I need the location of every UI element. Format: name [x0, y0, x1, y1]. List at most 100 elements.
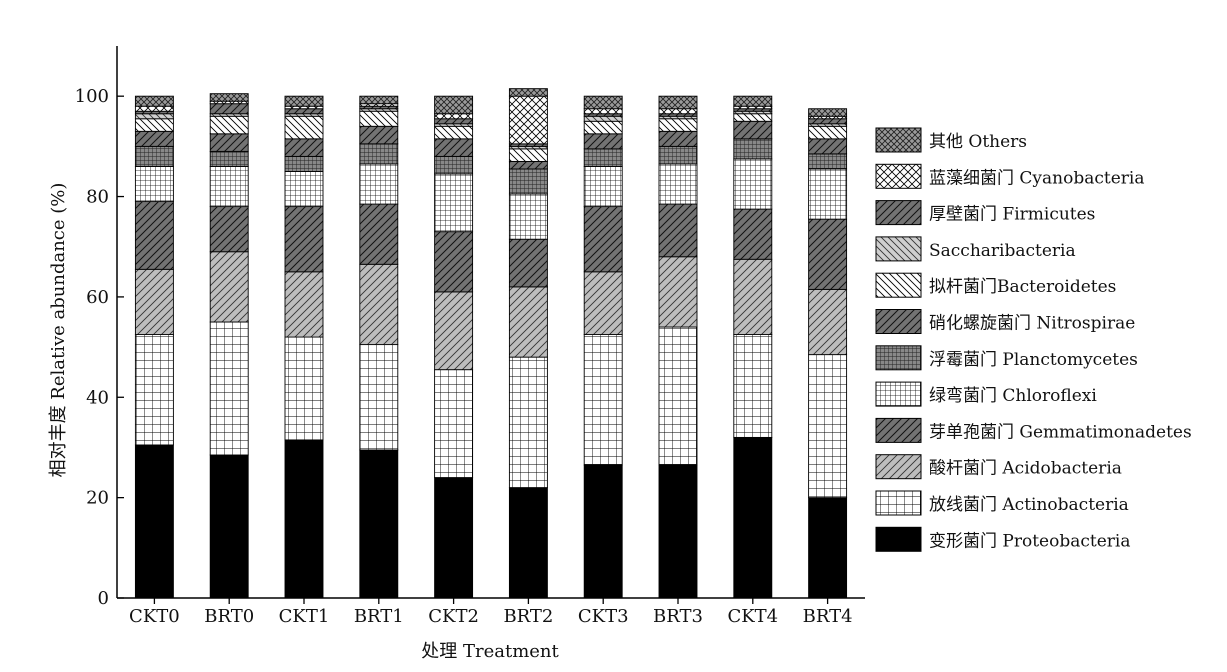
- bar-segment: [808, 108, 848, 117]
- bar-segment: [359, 95, 399, 105]
- bar-segment: [658, 95, 698, 110]
- bar-segment: [658, 118, 698, 132]
- x-tick-label: CKT4: [727, 606, 778, 627]
- bar-segment: [434, 118, 474, 125]
- bar-segment: [284, 108, 324, 115]
- bar-segment: [134, 113, 174, 120]
- y-ticks: 0 20 40 60 80 100: [75, 86, 124, 609]
- bar-segment: [658, 145, 698, 165]
- bar-segment: [434, 173, 474, 233]
- bar-segment: [733, 95, 773, 107]
- legend-label: 硝化螺旋菌门 Nitrospirae: [929, 314, 1135, 334]
- bar-segment: [134, 145, 174, 167]
- bar-segment: [583, 115, 623, 122]
- bar-segment: [508, 238, 548, 288]
- bar-segment: [658, 108, 698, 115]
- legend-swatch: [875, 381, 922, 407]
- bar-segment: [583, 108, 623, 115]
- legend-label: 浮霉菌门 Planctomycetes: [929, 350, 1138, 370]
- bar-segment: [434, 95, 474, 115]
- bar-segment: [134, 444, 174, 599]
- bar-segment: [508, 193, 548, 240]
- x-tick-label: BRT4: [803, 606, 853, 627]
- bar-segment: [134, 118, 174, 132]
- bar-segment: [134, 334, 174, 446]
- x-ticks: CKT0 BRT0 CKT1 BRT1 CKT2 BRT2 CKT3 BRT3 CKT4 BRT4: [129, 598, 853, 627]
- legend-swatch: [875, 236, 922, 262]
- bar-segment: [508, 148, 548, 162]
- legend-swatch: [875, 345, 922, 371]
- bar-segment: [434, 369, 474, 479]
- y-axis-label: 相对丰度 Relative abundance (%): [48, 183, 69, 478]
- x-tick-label: BRT0: [204, 606, 254, 627]
- bar-segment: [508, 168, 548, 195]
- bar-segment: [658, 130, 698, 147]
- bar-segment: [359, 110, 399, 127]
- bar-segment: [434, 291, 474, 371]
- bar-segment: [134, 130, 174, 147]
- bar-segment: [209, 103, 249, 115]
- bar-segment: [733, 258, 773, 335]
- bar-segment: [583, 133, 623, 150]
- bar-segment: [434, 477, 474, 599]
- legend-swatch: [875, 309, 922, 334]
- bar-segment: [583, 464, 623, 599]
- bar-segment: [209, 251, 249, 323]
- bar-segment: [808, 118, 848, 125]
- x-tick-label: BRT1: [354, 606, 404, 627]
- x-tick-label: BRT2: [503, 606, 553, 627]
- y-tick-label: 0: [98, 588, 109, 609]
- legend-label: 变形菌门 Proteobacteria: [929, 531, 1130, 551]
- bar-segment: [508, 160, 548, 170]
- bar-segment: [508, 487, 548, 599]
- bar-segment: [733, 334, 773, 438]
- legend-label: 酸杆菌门 Acidobacteria: [929, 459, 1122, 479]
- bar-segment: [434, 113, 474, 120]
- bar-segment: [658, 163, 698, 205]
- bar-segment: [808, 354, 848, 499]
- bar-segment: [508, 88, 548, 97]
- legend-swatch: [875, 526, 922, 552]
- bar-segment: [134, 95, 174, 107]
- bar-segment: [284, 439, 324, 599]
- bar-segment: [583, 271, 623, 336]
- x-tick-label: CKT1: [279, 606, 330, 627]
- bar-segment: [434, 125, 474, 140]
- legend-label: 拟杆菌门Bacteroidetes: [929, 277, 1116, 297]
- bar-segment: [134, 201, 174, 270]
- bar-segment: [134, 105, 174, 112]
- bar-segment: [733, 120, 773, 140]
- bar-segment: [434, 155, 474, 175]
- x-axis-label: 处理 Treatment: [421, 641, 559, 662]
- bar-segment: [583, 334, 623, 466]
- bar-segment: [808, 125, 848, 140]
- bar-segment: [209, 133, 249, 152]
- x-tick-label: BRT3: [653, 606, 703, 627]
- bar-segment: [284, 155, 324, 172]
- bar-segment: [284, 206, 324, 273]
- bar-segment: [658, 464, 698, 599]
- y-tick-label: 40: [86, 387, 109, 408]
- legend-label: 芽单孢菌门 Gemmatimonadetes: [929, 422, 1192, 442]
- bar-segment: [359, 263, 399, 346]
- x-tick-label: CKT3: [578, 606, 629, 627]
- bar-segment: [508, 356, 548, 489]
- bar-segment: [359, 203, 399, 265]
- legend-swatch: [875, 490, 922, 516]
- bar-segment: [209, 165, 249, 208]
- bar-segment: [284, 115, 324, 140]
- bar-segment: [209, 115, 249, 135]
- legend-label: 其他 Others: [929, 132, 1027, 152]
- legend-label: 蓝藻细菌门 Cyanobacteria: [929, 168, 1144, 188]
- legend-label: Saccharibacteria: [929, 241, 1076, 261]
- legend-swatch: [875, 417, 922, 443]
- bar-segment: [434, 138, 474, 157]
- bar-segment: [359, 125, 399, 145]
- bar-segment: [134, 165, 174, 203]
- y-tick-label: 80: [86, 187, 109, 208]
- bar-segment: [733, 113, 773, 122]
- bar-segment: [583, 148, 623, 167]
- legend-swatch: [875, 127, 922, 153]
- legend-swatch: [875, 200, 922, 226]
- legend-swatch: [875, 272, 922, 298]
